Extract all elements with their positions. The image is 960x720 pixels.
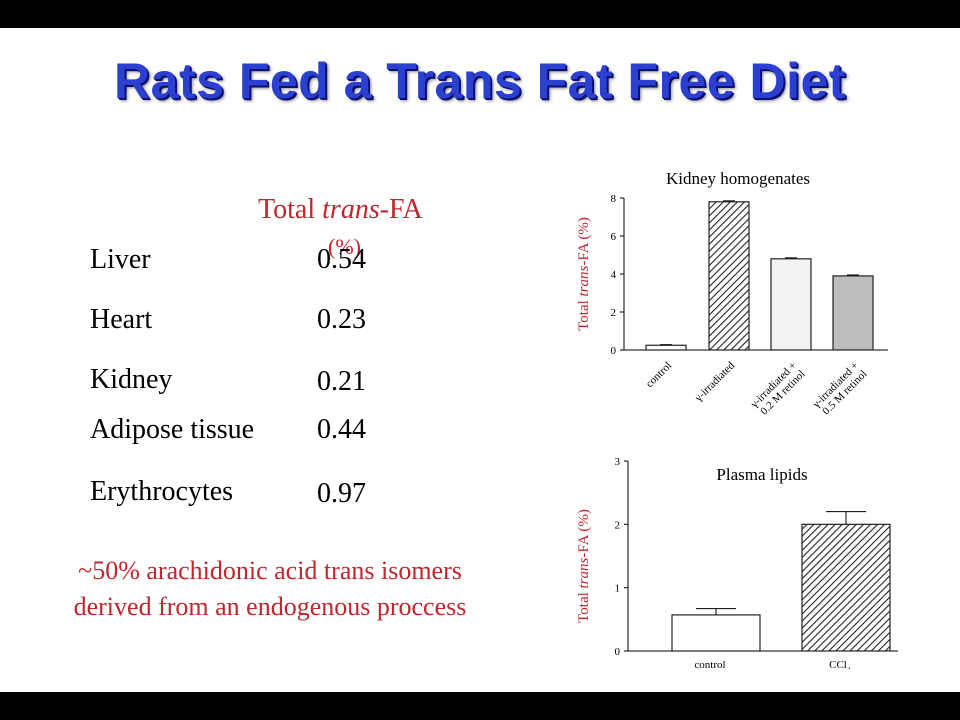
chart2-category-label: CCl4treated rats [816, 659, 865, 669]
row-label-heart: Heart [90, 304, 153, 335]
row-label-kidney: Kidney [90, 364, 173, 395]
chart2-ytick-label: 0 [615, 646, 621, 658]
chart2-category-label: control [694, 659, 725, 669]
column-header-unit: (%) [328, 234, 361, 259]
chart1-ytick-label: 0 [611, 345, 617, 357]
chart2-ytick-label: 3 [615, 456, 621, 468]
chart2-y-label: Total trans-FA (%) [576, 509, 592, 623]
slide-title: Rats Fed a Trans Fat Free Diet [114, 53, 846, 109]
chart2-bar [671, 614, 761, 652]
note-line-1: ~50% arachidonic acid trans isomers [78, 556, 462, 585]
kidney-homogenates-chart: Kidney homogenates 0 2 4 6 8 Total trans-FA (%… [576, 169, 888, 420]
row-label-liver: Liver [90, 244, 151, 275]
row-label-erythrocytes: Erythrocytes [90, 476, 234, 507]
row-value-adipose: 0.44 [317, 414, 366, 445]
chart1-category-label: γ-irradiated [692, 359, 737, 404]
chart1-title: Kidney homogenates [666, 169, 810, 188]
chart1-bar [832, 275, 874, 351]
chart1-ytick-label: 2 [611, 307, 617, 319]
chart1-category-label: γ-irradiated +0.5 M retinol [810, 360, 870, 420]
chart1-ytick-label: 4 [611, 269, 617, 281]
row-value-heart: 0.23 [317, 304, 366, 335]
row-label-adipose: Adipose tissue [90, 414, 255, 445]
chart1-y-label: Total trans-FA (%) [576, 217, 592, 331]
chart1-category-label: control [644, 360, 675, 391]
chart1-bar [708, 201, 750, 351]
row-value-liver: 0.54 [317, 244, 366, 275]
chart2-title: Plasma lipids [716, 465, 807, 484]
chart1-ytick-label: 8 [611, 193, 617, 205]
column-header: Total trans-FA [258, 194, 423, 225]
chart2-ytick-label: 1 [615, 583, 621, 595]
row-value-kidney: 0.21 [317, 366, 366, 397]
chart1-ytick-label: 6 [611, 231, 617, 243]
note-line-2: derived from an endogenous proccess [73, 592, 467, 621]
chart2-bar [801, 523, 891, 652]
plasma-lipids-chart: Plasma lipids 0 1 2 3 Total trans-FA (%) contr… [576, 456, 898, 669]
chart1-category-label: γ-irradiated +0.2 M retinol [748, 360, 808, 420]
chart1-bar [645, 344, 687, 351]
slide: Rats Fed a Trans Fat Free Diet Total tra… [0, 28, 960, 692]
chart1-bar [770, 258, 812, 351]
chart2-ytick-label: 2 [615, 519, 621, 531]
row-value-erythrocytes: 0.97 [317, 478, 366, 509]
